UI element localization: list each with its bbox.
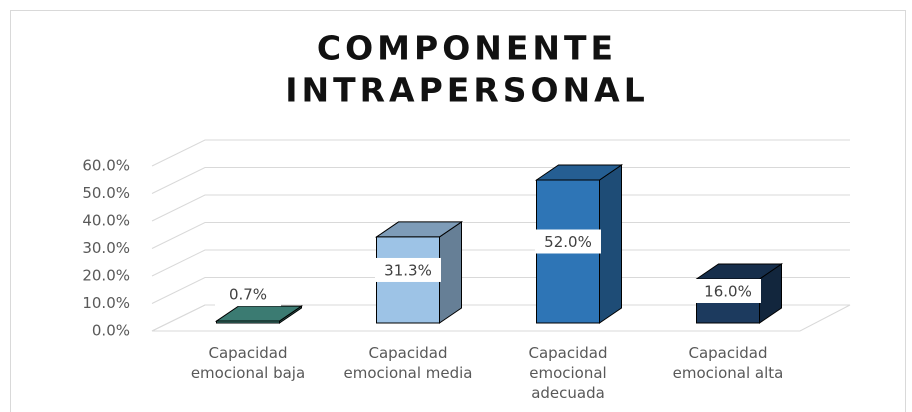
data-label: 0.7% (229, 286, 267, 304)
chart-title: COMPONENTE (317, 29, 617, 68)
bar-side (439, 220, 462, 324)
y-tick-label: 10.0% (82, 294, 130, 312)
x-tick-label: Capacidad emocional media (343, 344, 473, 382)
x-tick-label: Capacidad emocional baja (190, 344, 306, 382)
grid-line (151, 222, 850, 249)
x-tick-label: Capacidad emocional alta (672, 344, 784, 382)
grid-line (151, 304, 850, 332)
chart-border (10, 10, 906, 412)
data-label: 16.0% (704, 283, 752, 301)
bar-side (599, 164, 622, 324)
grid-line (151, 277, 850, 304)
y-tick-label: 60.0% (82, 157, 130, 175)
y-tick-label: 0.0% (92, 322, 130, 340)
grid-line (151, 139, 850, 167)
data-label-box (695, 279, 761, 303)
y-tick-label: 30.0% (82, 239, 130, 257)
x-tick-label: Capacidad emocional adecuada (528, 344, 608, 402)
data-label-box (375, 257, 441, 282)
y-tick-label: 20.0% (82, 267, 130, 285)
y-tick-label: 50.0% (82, 184, 130, 202)
data-label: 31.3% (384, 261, 432, 279)
grid-line (151, 249, 850, 277)
grid-line (151, 167, 850, 194)
chart-title: INTRAPERSONAL (285, 71, 649, 110)
grid-line (151, 194, 850, 222)
bar (216, 320, 280, 324)
data-label-box (215, 282, 281, 307)
y-tick-label: 40.0% (82, 212, 130, 230)
data-label-box (535, 229, 601, 254)
data-label: 52.0% (544, 233, 592, 251)
